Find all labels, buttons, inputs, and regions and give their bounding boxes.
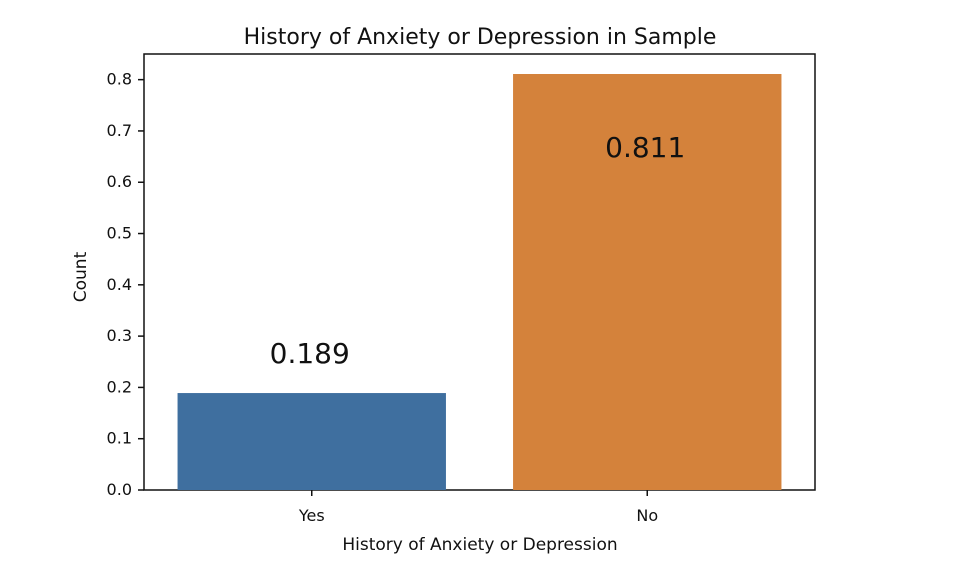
plot-frame [143, 53, 816, 491]
chart-title: History of Anxiety or Depression in Samp… [244, 25, 717, 50]
bar-value-label: 0.189 [270, 337, 350, 370]
x-axis-label: History of Anxiety or Depression [342, 535, 617, 555]
bar-value-label: 0.811 [605, 131, 685, 164]
y-tick-label: 0.5 [107, 224, 132, 243]
plot-area: 0.0 0.1 0.2 0.3 0.4 0.5 0.6 0.7 0.8 Yes 0.189 No 0.8… [107, 53, 816, 525]
y-tick-label: 0.4 [107, 275, 132, 294]
x-tick-label: Yes [298, 506, 325, 525]
y-tick-label: 0.8 [107, 70, 132, 89]
bar-yes [177, 393, 446, 490]
y-tick-label: 0.3 [107, 326, 132, 345]
x-tick-label: No [636, 506, 658, 525]
y-tick-label: 0.1 [107, 429, 132, 448]
y-tick-label: 0.0 [107, 480, 132, 499]
y-tick-label: 0.7 [107, 121, 132, 140]
y-tick-label: 0.2 [107, 377, 132, 396]
y-tick-label: 0.6 [107, 172, 132, 191]
y-axis-label: Count [71, 251, 91, 302]
bar-no [513, 74, 782, 491]
